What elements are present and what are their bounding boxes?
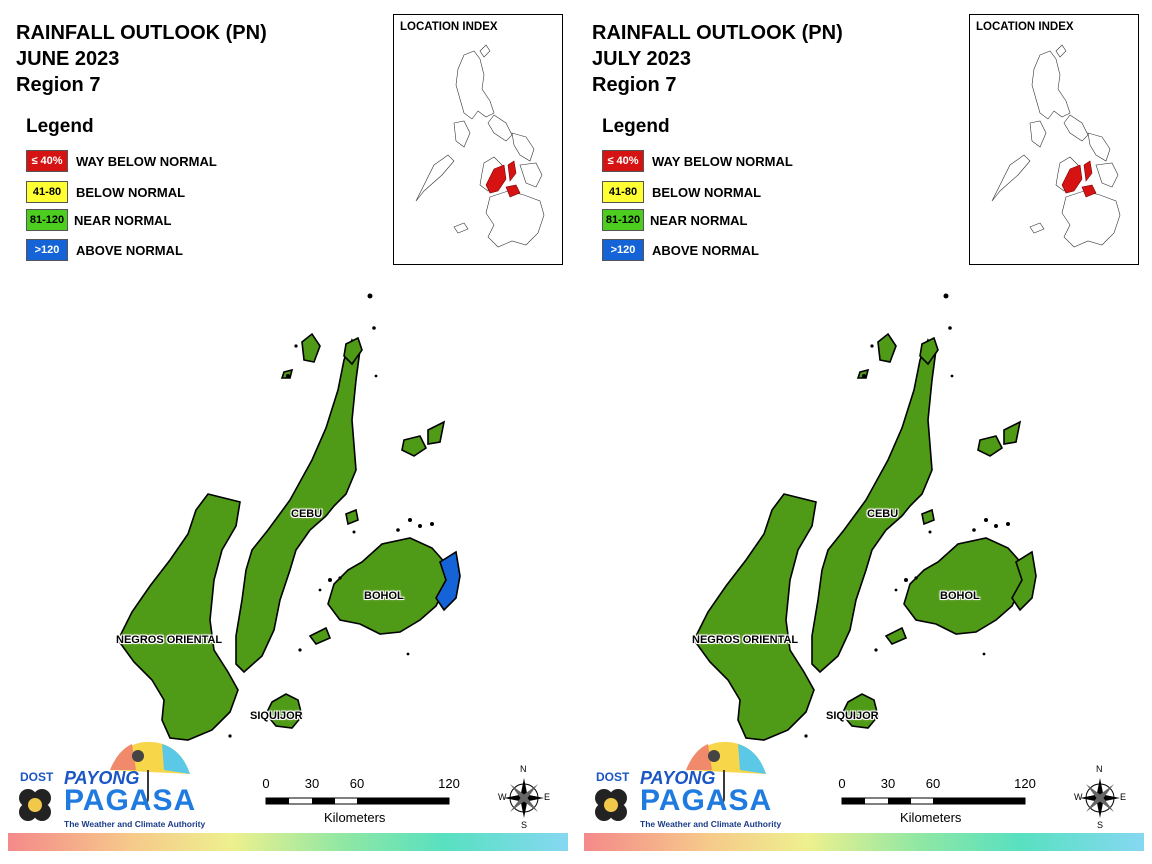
- legend-swatch: 81-120: [602, 209, 644, 231]
- north-arrow-icon: [504, 778, 544, 818]
- label-cebu: CEBU: [867, 508, 899, 520]
- label-siquijor: SIQUIJOR: [826, 710, 879, 722]
- compass-s: S: [521, 820, 528, 830]
- scale-bar: 0 30 60 120 Kilometers: [256, 776, 476, 826]
- legend-title: Legend: [26, 116, 94, 137]
- logo-pagasa: PAGASA: [640, 784, 773, 817]
- legend-label: BELOW NORMAL: [652, 185, 762, 200]
- umbrella-icon: [595, 741, 766, 821]
- logo-dost: DOST: [20, 770, 54, 784]
- pagasa-logo: DOST PAYONG PAGASA The Weather and Clima…: [588, 738, 782, 834]
- scale-unit: Kilometers: [900, 810, 962, 825]
- label-negros-oriental: NEGROS ORIENTAL: [692, 634, 799, 646]
- legend-label: WAY BELOW NORMAL: [652, 154, 793, 169]
- legend-swatch: ≤ 40%: [26, 150, 68, 172]
- scale-segments: [265, 797, 450, 805]
- compass-rose-icon: N S E W: [1074, 764, 1126, 832]
- scale-unit: Kilometers: [324, 810, 386, 825]
- logo-payong: PAYONG: [640, 768, 716, 788]
- scale-bar: 0 30 60 120 Kilometers: [832, 776, 1052, 826]
- outlook-panel-june: RAINFALL OUTLOOK (PN) JUNE 2023 Region 7…: [0, 14, 576, 851]
- scale-tick-30: 30: [880, 776, 896, 791]
- region7-map: [576, 280, 1152, 755]
- legend-title: Legend: [602, 116, 670, 137]
- legend-label: ABOVE NORMAL: [76, 243, 183, 258]
- color-band-footer: [8, 833, 568, 851]
- legend-swatch: >120: [602, 239, 644, 261]
- logo-pagasa: PAGASA: [64, 784, 197, 817]
- scale-segments: [841, 797, 1026, 805]
- compass-s: S: [1097, 820, 1104, 830]
- compass-w: W: [1074, 792, 1083, 802]
- region7-landmass: [117, 293, 461, 741]
- umbrella-icon: [19, 741, 190, 821]
- inset-title: LOCATION INDEX: [976, 21, 1074, 33]
- legend-swatch: 41-80: [26, 181, 68, 203]
- title-line-2: JULY 2023: [592, 48, 691, 70]
- legend-swatch: ≤ 40%: [602, 150, 644, 172]
- scale-tick-0: 0: [838, 776, 846, 791]
- title-line-3: Region 7: [592, 74, 677, 96]
- compass-e: E: [1120, 792, 1127, 802]
- legend-label: NEAR NORMAL: [650, 213, 748, 228]
- outlook-panel-july: RAINFALL OUTLOOK (PN) JULY 2023 Region 7…: [576, 0, 1152, 864]
- compass-n: N: [520, 764, 527, 774]
- legend-swatch: 81-120: [26, 209, 68, 231]
- logo-tagline: The Weather and Climate Authority: [640, 819, 782, 829]
- scale-tick-120: 120: [438, 776, 460, 791]
- title-line-1: RAINFALL OUTLOOK (PN): [16, 22, 267, 44]
- label-siquijor: SIQUIJOR: [250, 710, 303, 722]
- pagasa-logo: DOST PAYONG PAGASA The Weather and Clima…: [12, 738, 206, 834]
- scale-tick-60: 60: [349, 776, 365, 791]
- legend-swatch: >120: [26, 239, 68, 261]
- location-index-inset: LOCATION INDEX: [393, 14, 563, 265]
- philippines-outline-map: [991, 44, 1121, 248]
- legend-label: ABOVE NORMAL: [652, 243, 759, 258]
- philippines-outline-map: [415, 44, 545, 248]
- map-title: RAINFALL OUTLOOK (PN) JULY 2023 Region 7: [592, 20, 843, 98]
- scale-tick-60: 60: [925, 776, 941, 791]
- title-line-1: RAINFALL OUTLOOK (PN): [592, 22, 843, 44]
- label-bohol: BOHOL: [364, 590, 404, 602]
- legend-swatch: 41-80: [602, 181, 644, 203]
- legend-label: BELOW NORMAL: [76, 185, 186, 200]
- color-band-footer: [584, 833, 1144, 851]
- scale-tick-30: 30: [304, 776, 320, 791]
- label-negros-oriental: NEGROS ORIENTAL: [116, 634, 223, 646]
- logo-tagline: The Weather and Climate Authority: [64, 819, 206, 829]
- scale-tick-120: 120: [1014, 776, 1036, 791]
- inset-title: LOCATION INDEX: [400, 21, 498, 33]
- logo-dost: DOST: [596, 770, 630, 784]
- title-line-3: Region 7: [16, 74, 101, 96]
- north-arrow-icon: [1080, 778, 1120, 818]
- map-title: RAINFALL OUTLOOK (PN) JUNE 2023 Region 7: [16, 20, 267, 98]
- label-cebu: CEBU: [291, 508, 323, 520]
- legend-label: NEAR NORMAL: [74, 213, 172, 228]
- location-index-inset: LOCATION INDEX: [969, 14, 1139, 265]
- compass-e: E: [544, 792, 551, 802]
- compass-n: N: [1096, 764, 1103, 774]
- region7-map: [0, 280, 576, 755]
- legend-label: WAY BELOW NORMAL: [76, 154, 217, 169]
- compass-w: W: [498, 792, 507, 802]
- title-line-2: JUNE 2023: [16, 48, 120, 70]
- scale-tick-0: 0: [262, 776, 270, 791]
- label-bohol: BOHOL: [940, 590, 980, 602]
- logo-payong: PAYONG: [64, 768, 140, 788]
- region7-landmass: [693, 293, 1037, 741]
- compass-rose-icon: N S E W: [498, 764, 550, 832]
